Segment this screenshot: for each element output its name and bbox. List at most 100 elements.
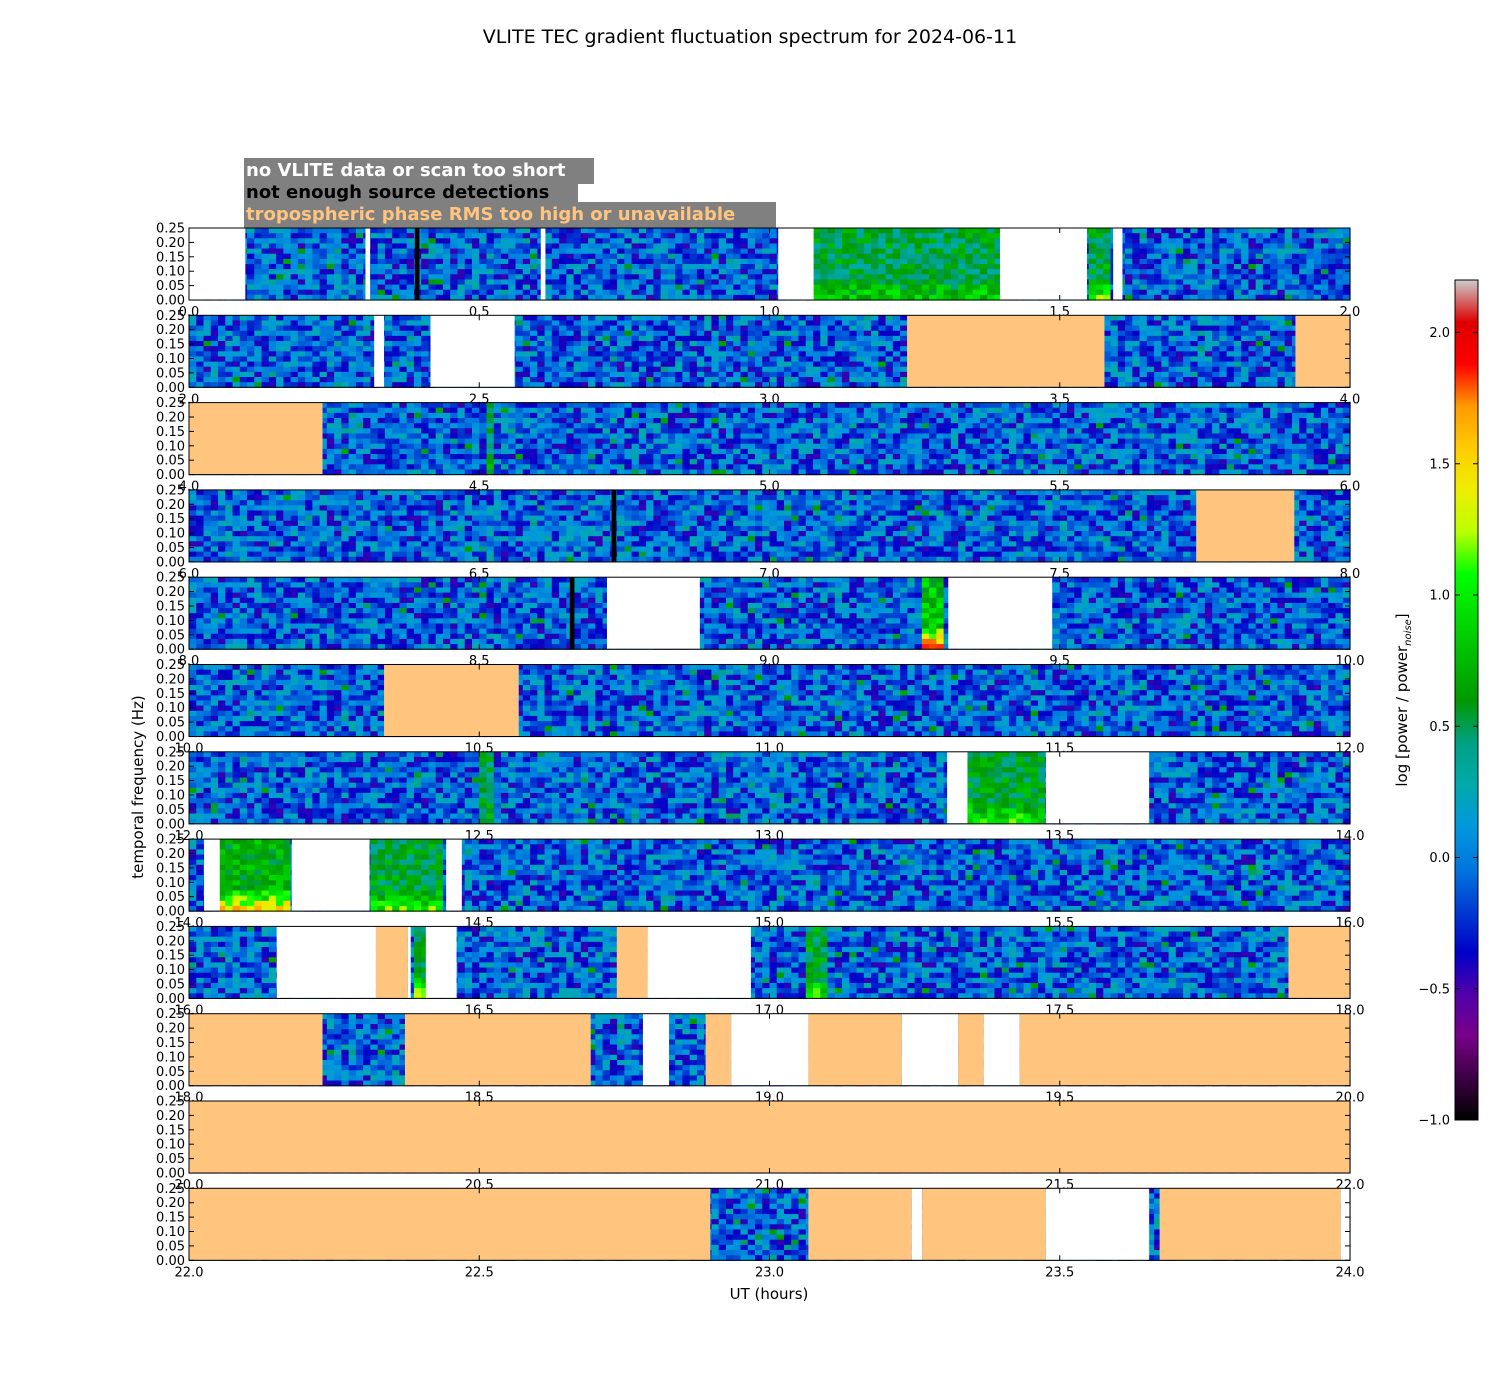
heatmap-cell bbox=[1103, 228, 1111, 234]
heatmap-cell bbox=[1285, 254, 1293, 260]
heatmap-cell bbox=[450, 228, 458, 234]
heatmap-cell bbox=[262, 269, 270, 275]
heatmap-cell bbox=[886, 269, 894, 275]
heatmap-cell bbox=[864, 233, 872, 239]
heatmap-cell bbox=[1132, 269, 1140, 275]
heatmap-cell bbox=[233, 326, 241, 332]
heatmap-cell bbox=[944, 233, 952, 239]
heatmap-cell bbox=[929, 285, 937, 291]
heatmap-cell bbox=[566, 274, 574, 280]
heatmap-cell bbox=[211, 362, 219, 368]
heatmap-cell bbox=[842, 274, 850, 280]
heatmap-cell bbox=[690, 254, 698, 260]
heatmap-cell bbox=[1176, 279, 1184, 285]
heatmap-cell bbox=[929, 249, 937, 255]
heatmap-cell bbox=[349, 285, 357, 291]
heatmap-cell bbox=[668, 269, 676, 275]
heatmap-cell bbox=[1212, 238, 1220, 244]
heatmap-cell bbox=[864, 228, 872, 234]
heatmap-cell bbox=[639, 285, 647, 291]
heatmap-cell bbox=[479, 285, 487, 291]
heatmap-cell bbox=[1241, 264, 1249, 270]
heatmap-cell bbox=[1227, 274, 1235, 280]
heatmap-cell bbox=[334, 238, 342, 244]
heatmap-cell bbox=[436, 254, 444, 260]
heatmap-cell bbox=[385, 290, 393, 296]
heatmap-cell bbox=[1176, 254, 1184, 260]
heatmap-cell bbox=[559, 269, 567, 275]
heatmap-cell bbox=[1176, 290, 1184, 296]
heatmap-cell bbox=[450, 285, 458, 291]
heatmap-cell bbox=[1183, 274, 1191, 280]
heatmap-cell bbox=[312, 249, 320, 255]
heatmap-cell bbox=[1103, 279, 1111, 285]
heatmap-cell bbox=[973, 228, 981, 234]
heatmap-cell bbox=[675, 290, 683, 296]
heatmap-cell bbox=[1198, 274, 1206, 280]
y-tick-label: 0.25 bbox=[156, 222, 185, 237]
heatmap-cell bbox=[1103, 264, 1111, 270]
heatmap-cell bbox=[748, 285, 756, 291]
heatmap-cell bbox=[603, 259, 611, 265]
heatmap-cell bbox=[465, 264, 473, 270]
heatmap-cell bbox=[378, 269, 386, 275]
heatmap-cell bbox=[973, 290, 981, 296]
heatmap-cell bbox=[828, 269, 836, 275]
heatmap-cell bbox=[936, 264, 944, 270]
heatmap-cell bbox=[262, 259, 270, 265]
heatmap-cell bbox=[987, 259, 995, 265]
heatmap-cell bbox=[516, 285, 524, 291]
heatmap-cell bbox=[944, 290, 952, 296]
heatmap-cell bbox=[755, 285, 763, 291]
heatmap-cell bbox=[472, 259, 480, 265]
heatmap-cell bbox=[878, 233, 886, 239]
heatmap-cell bbox=[574, 249, 582, 255]
heatmap-cell bbox=[864, 285, 872, 291]
heatmap-cell bbox=[1277, 238, 1285, 244]
heatmap-cell bbox=[378, 233, 386, 239]
heatmap-cell bbox=[349, 269, 357, 275]
heatmap-cell bbox=[385, 238, 393, 244]
heatmap-cell bbox=[711, 254, 719, 260]
heatmap-cell bbox=[617, 290, 625, 296]
heatmap-cell bbox=[189, 362, 197, 368]
heatmap-cell bbox=[857, 228, 865, 234]
heatmap-cell bbox=[378, 249, 386, 255]
heatmap-cell bbox=[218, 356, 226, 362]
heatmap-cell bbox=[1132, 254, 1140, 260]
heatmap-cell bbox=[370, 259, 378, 265]
heatmap-cell bbox=[247, 274, 255, 280]
heatmap-cell bbox=[1125, 269, 1133, 275]
heatmap-cell bbox=[211, 315, 219, 321]
heatmap-cell bbox=[1270, 233, 1278, 239]
heatmap-cell bbox=[1263, 290, 1271, 296]
heatmap-cell bbox=[1212, 274, 1220, 280]
heatmap-cell bbox=[726, 264, 734, 270]
heatmap-cell bbox=[755, 254, 763, 260]
heatmap-cell bbox=[320, 243, 328, 249]
heatmap-cell bbox=[595, 274, 603, 280]
heatmap-cell bbox=[719, 285, 727, 291]
heatmap-cell bbox=[1248, 228, 1256, 234]
heatmap-cell bbox=[436, 228, 444, 234]
heatmap-cell bbox=[733, 238, 741, 244]
heatmap-cell bbox=[225, 331, 233, 337]
heatmap-cell bbox=[349, 243, 357, 249]
heatmap-cell bbox=[842, 233, 850, 239]
heatmap-cell bbox=[878, 254, 886, 260]
heatmap-cell bbox=[1219, 274, 1227, 280]
heatmap-cell bbox=[610, 290, 618, 296]
heatmap-cell bbox=[1277, 243, 1285, 249]
heatmap-cell bbox=[298, 243, 306, 249]
heatmap-cell bbox=[487, 238, 495, 244]
heatmap-cell bbox=[944, 279, 952, 285]
heatmap-cell bbox=[704, 285, 712, 291]
heatmap-cell bbox=[327, 264, 335, 270]
heatmap-cell bbox=[1176, 269, 1184, 275]
heatmap-cell bbox=[733, 285, 741, 291]
heatmap-cell bbox=[726, 233, 734, 239]
heatmap-cell bbox=[820, 279, 828, 285]
heatmap-cell bbox=[719, 264, 727, 270]
heatmap-cell bbox=[574, 228, 582, 234]
heatmap-cell bbox=[291, 228, 299, 234]
